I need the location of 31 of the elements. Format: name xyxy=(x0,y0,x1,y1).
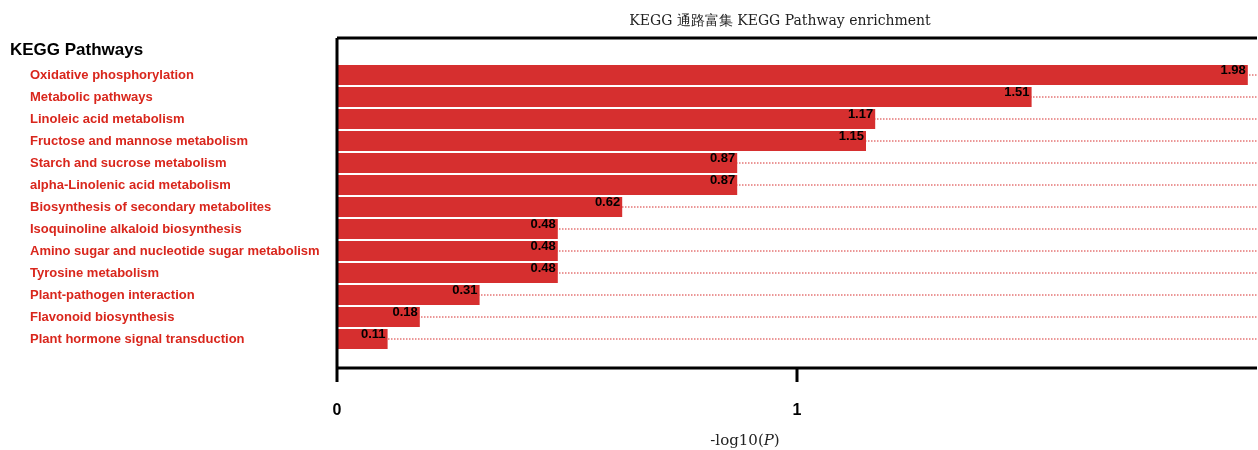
data-label: 0.11 xyxy=(361,326,386,341)
y-tick-label: Metabolic pathways xyxy=(30,89,153,104)
y-tick-label: Plant-pathogen interaction xyxy=(30,287,195,302)
y-axis-title: KEGG Pathways xyxy=(10,40,144,59)
chart-title: KEGG 通路富集 KEGG Pathway enrichment xyxy=(629,12,932,28)
data-label: 1.51 xyxy=(1004,84,1030,99)
y-tick-label: Isoquinoline alkaloid biosynthesis xyxy=(30,221,242,236)
x-tick-label: 1 xyxy=(792,401,802,418)
data-label: 1.17 xyxy=(847,106,874,121)
y-tick-label: Oxidative phosphorylation xyxy=(30,67,195,82)
y-tick-label: Amino sugar and nucleotide sugar metabolism xyxy=(30,243,320,258)
y-tick-label: Plant hormone signal transduction xyxy=(30,331,245,346)
y-tick-label: Biosynthesis of secondary metabolites xyxy=(30,199,272,214)
data-label: 0.48 xyxy=(530,238,556,253)
y-tick-label: Tyrosine metabolism xyxy=(30,265,160,280)
y-tick-label: alpha-Linolenic acid metabolism xyxy=(30,177,231,192)
x-tick-label: 0 xyxy=(332,401,342,418)
data-label: 0.87 xyxy=(709,172,736,187)
y-tick-label: Flavonoid biosynthesis xyxy=(30,309,175,324)
y-tick-label: Linoleic acid metabolism xyxy=(30,111,185,126)
data-label: 0.18 xyxy=(392,304,418,319)
data-label: 0.48 xyxy=(530,260,556,275)
data-label: 0.87 xyxy=(709,150,736,165)
data-label: 0.31 xyxy=(452,282,478,297)
data-label: 1.98 xyxy=(1220,62,1246,77)
y-tick-label: Starch and sucrose metabolism xyxy=(30,155,227,170)
data-label: 0.48 xyxy=(530,216,556,231)
data-label: 0.62 xyxy=(594,194,621,209)
data-label: 1.15 xyxy=(838,128,864,143)
x-axis-title: -log10(P) xyxy=(710,431,780,449)
y-tick-label: Fructose and mannose metabolism xyxy=(30,133,249,148)
